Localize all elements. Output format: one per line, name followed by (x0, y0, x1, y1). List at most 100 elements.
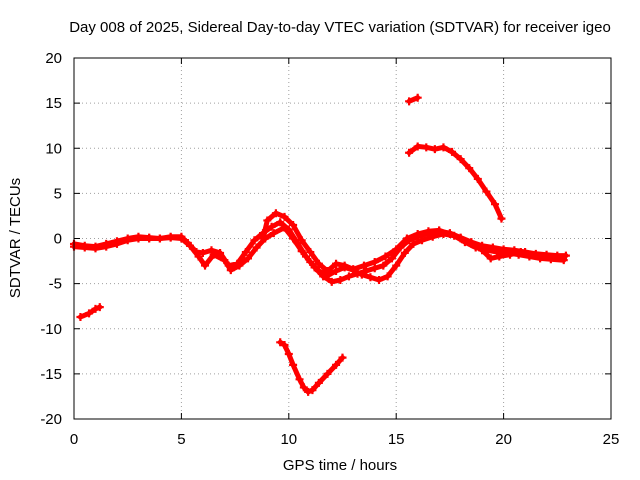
data-point-marker (308, 386, 317, 395)
data-point-marker (263, 216, 272, 225)
data-point-marker (314, 259, 323, 268)
data-point-marker (340, 261, 349, 270)
y-tick-label: 0 (54, 231, 62, 248)
data-point-marker (336, 276, 345, 285)
data-point-marker (546, 255, 555, 264)
x-tick-label: 20 (495, 431, 512, 448)
x-tick-label: 10 (280, 431, 297, 448)
x-axis-label: GPS time / hours (283, 457, 397, 474)
data-point-marker (235, 261, 244, 270)
data-point-marker (332, 266, 341, 275)
data-point-marker (276, 338, 285, 347)
data-point-marker (445, 229, 454, 238)
data-point-marker (289, 360, 298, 369)
data-point-marker (332, 360, 341, 369)
data-point-marker (95, 303, 104, 312)
data-point-marker (252, 243, 261, 252)
data-point-marker (280, 212, 289, 221)
data-point-marker (280, 223, 289, 232)
data-point-marker (185, 241, 194, 250)
x-tick-label: 25 (603, 431, 620, 448)
data-point-marker (241, 248, 250, 257)
data-point-marker (327, 277, 336, 286)
data-point-marker (491, 200, 500, 209)
y-tick-label: -20 (40, 411, 62, 428)
data-point-marker (323, 266, 332, 275)
data-point-marker (383, 272, 392, 281)
data-point-marker (271, 209, 280, 218)
data-point-marker (516, 248, 525, 257)
data-point-marker (448, 147, 457, 156)
data-point-marker (314, 266, 323, 275)
data-point-marker (306, 257, 315, 266)
data-point-marker (559, 256, 568, 265)
data-point-marker (280, 340, 289, 349)
y-tick-label: 10 (45, 140, 62, 157)
data-point-marker (400, 248, 409, 257)
data-point-marker (250, 236, 259, 245)
data-point-marker (357, 270, 366, 279)
data-point-marker (370, 257, 379, 266)
data-point-marker (344, 272, 353, 281)
data-point-marker (314, 378, 323, 387)
data-point-marker (102, 242, 111, 251)
data-point-marker (284, 350, 293, 359)
data-point-marker (267, 222, 276, 231)
data-point-marker (85, 309, 94, 318)
data-point-marker (465, 164, 474, 173)
data-point-marker (467, 239, 476, 248)
data-point-marker (306, 248, 315, 257)
data-point-marker (76, 313, 85, 322)
y-tick-label: -10 (40, 321, 62, 338)
data-point-marker (259, 234, 268, 243)
data-point-marker (478, 246, 487, 255)
data-point-marker (402, 234, 411, 243)
axis-ticks: 0 5 10 15 20 25 -20 -15 -10 -5 0 5 10 15 20 (40, 50, 619, 448)
data-point-marker (332, 259, 341, 268)
x-tick-label: 5 (177, 431, 185, 448)
data-point-marker (413, 142, 422, 151)
data-point-marker (209, 250, 218, 259)
data-point-marker (177, 234, 186, 243)
data-point-marker (207, 246, 216, 255)
series-arc-3 (260, 210, 524, 274)
data-series (70, 93, 570, 396)
data-point-marker (375, 276, 384, 285)
data-point-marker (482, 187, 491, 196)
data-point-marker (349, 265, 358, 274)
data-point-marker (145, 234, 154, 243)
data-point-marker (405, 148, 414, 157)
data-point-marker (91, 304, 100, 313)
data-point-marker (417, 236, 426, 245)
data-point-marker (243, 254, 252, 263)
data-point-marker (220, 256, 229, 265)
data-point-marker (486, 254, 495, 263)
data-point-marker (338, 353, 347, 362)
data-point-marker (405, 97, 414, 106)
data-point-marker (456, 155, 465, 164)
data-point-marker (379, 261, 388, 270)
data-point-marker (123, 236, 132, 245)
data-point-marker (304, 387, 313, 396)
data-point-marker (297, 247, 306, 256)
data-point-marker (561, 251, 570, 260)
data-point-marker (413, 229, 422, 238)
x-tick-label: 15 (388, 431, 405, 448)
y-tick-label: 15 (45, 95, 62, 112)
data-point-marker (430, 145, 439, 154)
data-point-marker (201, 261, 210, 270)
data-point-marker (269, 229, 278, 238)
data-point-marker (392, 245, 401, 254)
data-point-marker (525, 252, 534, 261)
data-point-marker (80, 243, 89, 252)
data-point-marker (381, 252, 390, 261)
data-point-marker (495, 252, 504, 261)
data-point-marker (435, 226, 444, 235)
data-point-marker (134, 234, 143, 243)
y-tick-label: 20 (45, 50, 62, 67)
data-point-marker (473, 174, 482, 183)
data-point-marker (409, 239, 418, 248)
data-point-marker (276, 218, 285, 227)
